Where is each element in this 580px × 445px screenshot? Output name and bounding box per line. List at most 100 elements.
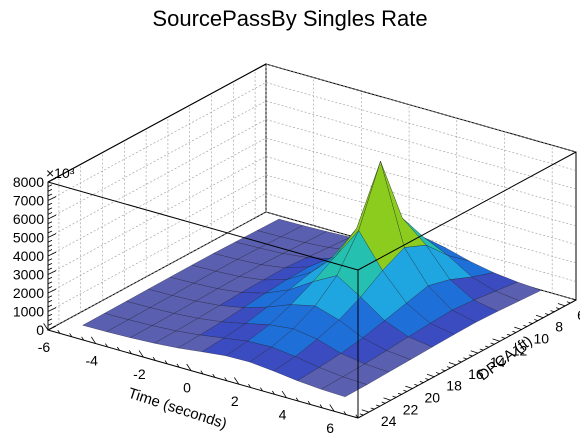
y-tick-mark [403, 389, 408, 392]
x-tick-mark [260, 387, 263, 392]
z-multiplier-label: ×10³ [46, 165, 75, 181]
y-tick-label: 24 [381, 413, 397, 429]
y-tick-label: 12 [512, 342, 528, 358]
y-tick-mark [479, 348, 484, 351]
x-tick-mark [152, 356, 156, 361]
y-tick-label: 20 [425, 390, 441, 406]
z-tick-mark [47, 251, 57, 257]
z-tick-label: 3000 [13, 267, 44, 283]
z-tick-mark [47, 270, 57, 275]
z-tick-mark [47, 295, 53, 298]
x-tick-mark [200, 370, 204, 375]
surface-patch [320, 376, 368, 398]
z-tick-mark [47, 221, 53, 224]
x-tick-mark [272, 390, 275, 395]
x-tick-mark [343, 411, 347, 415]
x-tick-mark [164, 360, 168, 365]
y-tick-mark [501, 336, 506, 339]
x-tick-mark [329, 404, 335, 412]
z-tick-mark [47, 276, 53, 280]
y-tick-mark [370, 407, 375, 410]
y-tick-mark [566, 301, 571, 304]
x-tick-mark [248, 383, 252, 388]
z-tick-mark [47, 230, 53, 234]
z-tick-mark [47, 177, 57, 183]
x-tick-mark [43, 323, 49, 331]
y-tick-mark [463, 357, 468, 360]
y-tick-mark [550, 310, 555, 313]
y-tick-label: 10 [534, 331, 550, 347]
x-tick-mark [138, 350, 144, 358]
z-tick-label: 4000 [13, 248, 44, 264]
z-tick-mark [47, 239, 53, 243]
chart-title: SourcePassBy Singles Rate [152, 6, 428, 31]
z-gridline [47, 82, 577, 201]
z-tick-mark [47, 286, 53, 289]
y-tick-mark [534, 319, 538, 322]
z-tick-label: 8000 [13, 174, 44, 190]
x-tick-mark [128, 350, 132, 354]
y-tick-mark [468, 354, 473, 357]
frame-edge [47, 181, 359, 271]
x-tick-label: 6 [326, 420, 334, 436]
y-tick-mark [528, 322, 533, 324]
z-tick-label: 2000 [13, 285, 44, 301]
y-tick-mark [441, 369, 446, 372]
y-tick-mark [470, 350, 479, 354]
z-tick-mark [47, 212, 53, 215]
z-tick-mark [47, 307, 57, 312]
x-tick-mark [69, 333, 73, 337]
y-tick-mark [512, 330, 517, 333]
y-tick-mark [535, 314, 544, 319]
labels-layer: -6-4-20246681012141618202224010002000300… [13, 174, 580, 436]
x-tick-label: -6 [38, 339, 51, 355]
x-tick-mark [186, 363, 192, 371]
y-tick-mark [490, 342, 495, 345]
z-tick-label: 7000 [13, 193, 44, 209]
x-tick-mark [295, 397, 299, 402]
y-tick-mark [376, 404, 380, 407]
z-tick-mark [47, 267, 53, 271]
y-tick-label: 6 [577, 307, 580, 323]
y-tick-mark [383, 397, 391, 401]
surface-layer [82, 160, 542, 398]
z-tick-mark [47, 313, 53, 317]
y-tick-mark [446, 366, 451, 369]
z-tick-mark [47, 318, 53, 322]
x-tick-mark [81, 336, 85, 341]
y-tick-mark [506, 333, 511, 336]
x-tick-mark [281, 390, 287, 398]
y-tick-label: 22 [403, 401, 419, 417]
z-tick-mark [47, 249, 53, 252]
x-tick-mark [90, 336, 97, 344]
y-tick-mark [492, 338, 500, 342]
y-tick-label: 18 [446, 378, 462, 394]
z-tick-mark [47, 188, 53, 192]
y-tick-mark [425, 378, 429, 381]
y-tick-mark [572, 298, 577, 301]
z-tick-mark [47, 214, 57, 220]
y-tick-mark [514, 326, 522, 330]
z-gridline [47, 119, 577, 238]
z-tick-mark [47, 304, 53, 308]
x-tick-label: 2 [231, 393, 239, 409]
x-tick-mark [57, 329, 61, 334]
x-tick-label: -2 [133, 366, 146, 382]
y-tick-mark [485, 345, 489, 348]
x-tick-label: 4 [279, 407, 287, 423]
y-tick-mark [392, 395, 397, 398]
y-axis-title: DPCA (ft) [475, 333, 536, 385]
x-tick-label: 0 [183, 380, 191, 396]
x-tick-mark [212, 373, 216, 378]
z-tick-mark [47, 262, 53, 266]
z-tick-label: 6000 [13, 211, 44, 227]
x-tick-mark [224, 377, 228, 381]
z-tick-mark [47, 193, 53, 197]
z-tick-mark [47, 325, 57, 331]
y-tick-mark [457, 360, 462, 363]
y-tick-mark [436, 372, 440, 375]
x-tick-mark [117, 346, 120, 351]
x-tick-mark [234, 377, 240, 385]
z-gridline [47, 100, 577, 220]
x-axis-title: Time (seconds) [126, 385, 229, 433]
